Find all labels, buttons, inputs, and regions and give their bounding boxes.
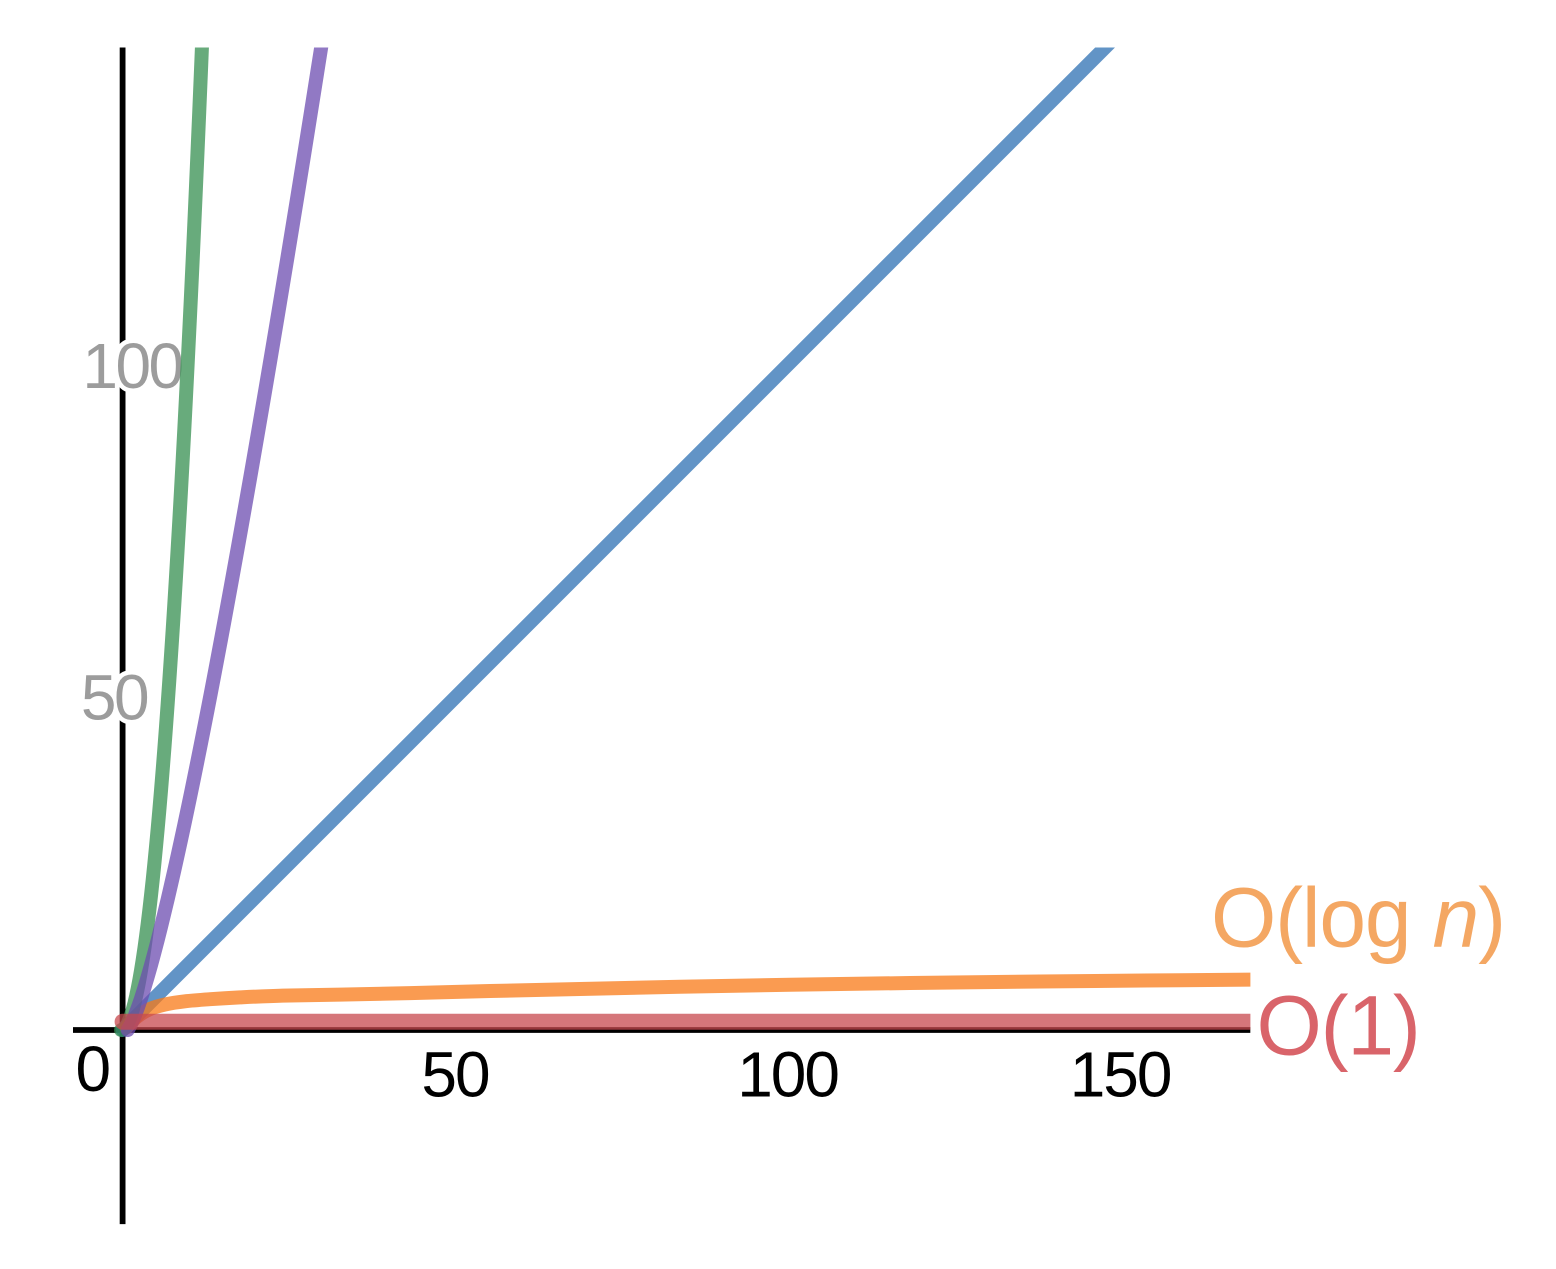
svg-text:100: 100 — [82, 330, 182, 402]
svg-text:O(1): O(1) — [1257, 978, 1420, 1072]
svg-text:150: 150 — [1070, 1039, 1171, 1111]
svg-text:50: 50 — [421, 1039, 489, 1111]
svg-text:0: 0 — [76, 1033, 110, 1105]
svg-text:100: 100 — [737, 1039, 838, 1111]
svg-text:O(log n): O(log n) — [1211, 870, 1505, 964]
svg-text:50: 50 — [81, 661, 148, 733]
